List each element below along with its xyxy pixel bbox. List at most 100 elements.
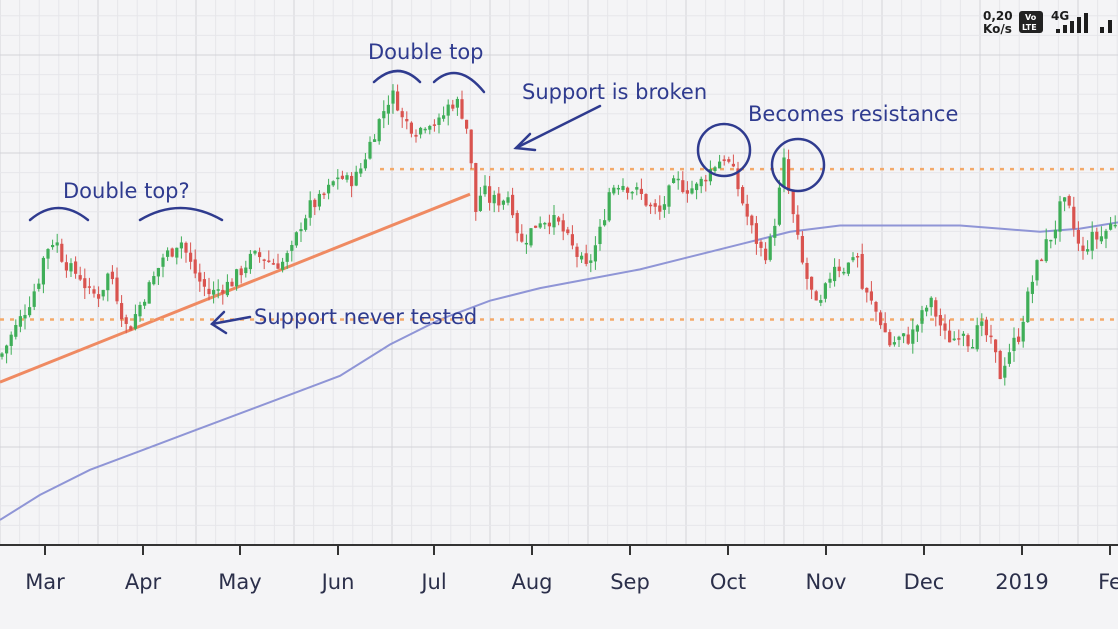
candle-bull: [483, 185, 487, 195]
candle-bull: [1026, 291, 1030, 323]
candle-bull: [524, 242, 528, 245]
candle-bull: [543, 222, 547, 225]
candle-bear: [570, 234, 574, 246]
candle-bull: [14, 325, 18, 337]
candle-bear: [791, 190, 795, 215]
candle-bull: [1090, 231, 1094, 251]
candle-bull: [1058, 201, 1062, 232]
candle-bear: [649, 204, 653, 207]
candle-bear: [557, 217, 561, 222]
candle-bull: [327, 184, 331, 194]
candle-bull: [713, 167, 717, 171]
candle-bear: [1081, 245, 1085, 252]
double-top-q-arc-2: [138, 206, 224, 222]
candle-bull: [0, 353, 4, 357]
candle-bull: [363, 159, 367, 169]
candle-bull: [253, 250, 257, 254]
candle-bear: [258, 252, 262, 258]
candle-bear: [350, 175, 354, 187]
candle-bull: [846, 262, 850, 274]
candle-bull: [598, 226, 602, 245]
candle-bull: [51, 244, 55, 248]
candle-bull: [782, 157, 786, 188]
x-tick-label: May: [218, 570, 261, 594]
support-broken-arrow-head: [513, 132, 537, 152]
candle-bull: [290, 245, 294, 251]
candle-bear: [120, 303, 124, 320]
annotation-double-top: Double top: [368, 40, 484, 64]
candle-bull: [1104, 230, 1108, 239]
moving-average-line: [0, 221, 1118, 521]
candle-bull: [37, 283, 41, 289]
candle-bull: [161, 257, 165, 267]
candle-bull: [925, 307, 929, 312]
candle-bull: [593, 245, 597, 262]
candle-bull: [529, 228, 533, 246]
candle-bear: [432, 124, 436, 126]
candle-bear: [874, 302, 878, 312]
candle-bull: [828, 278, 832, 283]
candle-bear: [658, 205, 662, 212]
candle-bear: [957, 338, 961, 340]
candle-bear: [837, 266, 841, 272]
candle-bull: [929, 297, 933, 308]
candle-bull: [621, 185, 625, 190]
candle-bear: [1095, 231, 1099, 240]
candle-bear: [741, 187, 745, 204]
candle-bull: [294, 232, 298, 246]
candle-bear: [78, 275, 82, 280]
candle-bear: [948, 330, 952, 343]
candle-bear: [810, 276, 814, 290]
candle-bull: [101, 289, 105, 297]
candle-bear: [488, 186, 492, 203]
candle-bear: [276, 263, 280, 269]
candle-bear: [704, 179, 708, 182]
status-bar: 0,20 Ko/s Vo LTE 4G: [983, 9, 1112, 36]
candle-bull: [235, 269, 239, 287]
candle-bear: [170, 248, 174, 257]
annotation-support-never-tested: Support never tested: [254, 305, 477, 329]
candle-bull: [1063, 197, 1067, 202]
candle-bull: [823, 283, 827, 299]
resistance-circle-2: [770, 137, 826, 193]
candle-bull: [777, 187, 781, 225]
candle-bear: [409, 122, 413, 134]
candle-bear: [451, 104, 455, 109]
support-never-tested-arrow-head: [210, 310, 228, 335]
candle-bear: [534, 225, 538, 228]
candle-bull: [5, 345, 9, 354]
candle-bull: [630, 191, 634, 194]
candle-bear: [731, 163, 735, 167]
candle-bull: [446, 104, 450, 116]
support-trendline: [0, 192, 471, 384]
candle-bull: [166, 250, 170, 257]
candle-bull: [336, 177, 340, 180]
candle-bear: [566, 229, 570, 234]
candle-bull: [41, 257, 45, 285]
candle-bull: [980, 321, 984, 326]
candle-bear: [764, 248, 768, 261]
candle-bear: [64, 262, 68, 271]
candle-bear: [934, 300, 938, 317]
candle-bull: [897, 336, 901, 340]
candle-bull: [1044, 239, 1048, 262]
candle-bull: [133, 314, 137, 329]
second-signal-icon: [1100, 20, 1112, 33]
candle-bull: [138, 304, 142, 317]
candle-bull: [971, 346, 975, 349]
candle-bull: [225, 281, 229, 296]
candle-bear: [984, 319, 988, 336]
candle-bull: [699, 178, 703, 187]
candle-bear: [87, 286, 91, 288]
candle-bear: [814, 291, 818, 301]
candle-bear: [879, 312, 883, 326]
candle-bear: [110, 271, 114, 280]
volte-icon-top: Vo: [1025, 13, 1037, 22]
candle-bear: [511, 194, 515, 216]
candle-bull: [345, 175, 349, 180]
candle-bear: [239, 268, 243, 276]
candle-bull: [676, 178, 680, 181]
annotation-shapes: [28, 69, 826, 335]
